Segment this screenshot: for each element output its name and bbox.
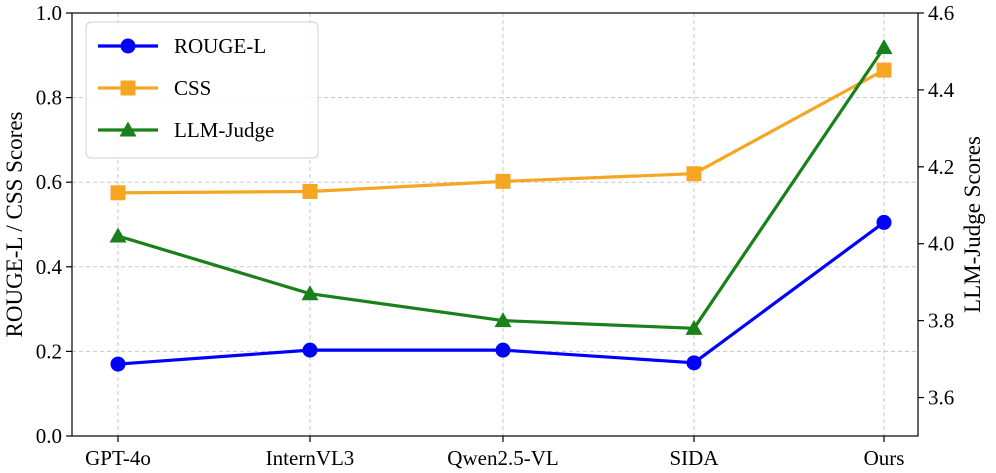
series-line [117, 221, 885, 366]
legend-marker [120, 38, 136, 54]
left-axis-label: ROUGE-L / CSS Scores [2, 111, 27, 337]
data-point [686, 166, 702, 182]
data-point [302, 184, 318, 200]
data-point [686, 355, 702, 371]
series-css [110, 62, 892, 201]
data-point [685, 319, 703, 335]
left-y-tick-label: 0.6 [36, 170, 62, 194]
x-tick-label: GPT-4o [85, 446, 151, 470]
x-tick-label: InternVL3 [266, 446, 355, 470]
x-tick-label: Qwen2.5-VL [447, 446, 558, 470]
left-y-axis: 0.0 0.2 0.4 0.6 0.8 1.0 [36, 1, 72, 448]
left-y-tick-label: 0.0 [36, 424, 62, 448]
x-axis: GPT-4o InternVL3 Qwen2.5-VL SIDA Ours [85, 436, 904, 470]
data-point [495, 342, 511, 358]
right-axis-label: LLM-Judge Scores [960, 136, 985, 313]
legend-label: LLM-Judge [174, 118, 274, 142]
legend-label: CSS [174, 76, 211, 100]
right-y-tick-label: 4.6 [928, 1, 954, 25]
plot-frame [71, 12, 919, 437]
legend-marker [120, 80, 136, 96]
x-tick-label: Ours [864, 446, 905, 470]
legend-item: LLM-Judge [98, 118, 274, 142]
data-point [301, 285, 319, 301]
right-y-tick-label: 4.0 [928, 232, 954, 256]
right-y-tick-label: 3.6 [928, 386, 954, 410]
legend-item: ROUGE-L [98, 34, 266, 58]
data-point [875, 39, 893, 55]
right-y-tick-label: 3.8 [928, 309, 954, 333]
legend-item: CSS [98, 76, 211, 100]
legend-label: ROUGE-L [174, 34, 266, 58]
left-y-tick-label: 0.2 [36, 339, 62, 363]
left-y-tick-label: 0.4 [36, 255, 63, 279]
data-point [302, 342, 318, 358]
data-point [495, 173, 511, 189]
data-point [109, 227, 127, 243]
legend-box [85, 21, 319, 159]
data-point [110, 185, 126, 201]
series-llm-judge [109, 39, 893, 335]
left-y-tick-label: 1.0 [36, 1, 62, 25]
left-y-tick-label: 0.8 [36, 86, 62, 110]
right-y-tick-label: 4.4 [928, 78, 955, 102]
data-point [494, 312, 512, 328]
x-tick-label: SIDA [669, 446, 719, 470]
series-rouge-l [110, 214, 892, 372]
series-layer [109, 39, 893, 372]
right-y-axis: 3.6 3.8 4.0 4.2 4.4 4.6 [918, 1, 955, 410]
legend: ROUGE-L CSS LLM-Judge [85, 21, 319, 159]
data-point [110, 356, 126, 372]
data-point [876, 62, 892, 78]
data-point [876, 214, 892, 230]
right-y-tick-label: 4.2 [928, 155, 954, 179]
legend-marker [119, 121, 137, 137]
